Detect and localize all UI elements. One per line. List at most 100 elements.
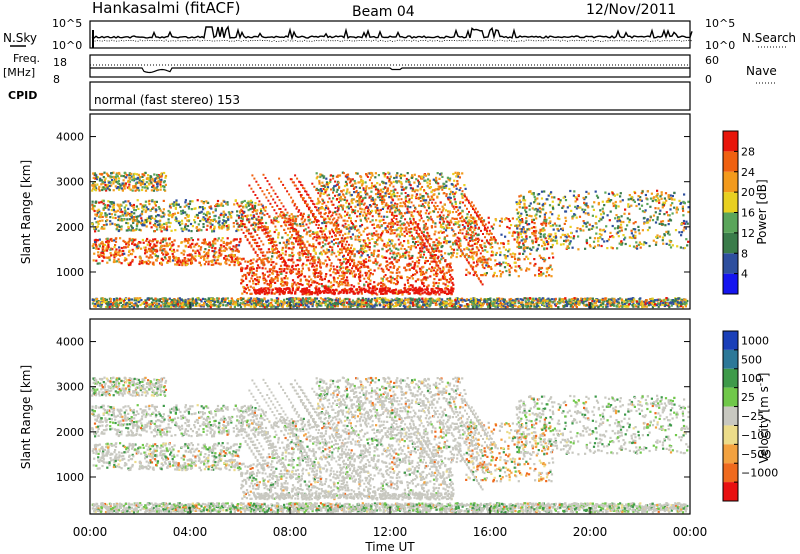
scatter-cell [144,210,147,214]
scatter-cell [95,175,98,179]
scatter-cell [298,223,302,226]
scatter-cell [390,242,393,245]
scatter-cell [255,269,258,272]
scatter-cell [377,215,381,218]
scatter-cell [403,235,406,238]
scatter-cell [341,283,344,286]
scatter-cell [247,273,251,276]
scatter-cell [346,259,349,262]
scatter-cell [680,231,684,234]
scatter-cell [654,198,657,202]
scatter-cell [449,273,452,276]
scatter-cell [209,243,212,246]
scatter-cell [135,247,138,250]
scatter-cell [442,207,445,210]
scatter-cell [540,238,543,241]
scatter-cell [382,268,385,271]
scatter-cell [598,236,601,240]
scatter-cell [147,262,150,266]
scatter-cell [160,244,163,247]
scatter-cell [468,219,471,222]
scatter-cell [319,270,322,273]
scatter-cell [400,192,403,195]
scatter-cell [678,199,681,202]
scatter-cell [114,244,117,247]
scatter-cell [129,239,132,242]
scatter-cell [150,249,153,252]
scatter-cell [365,274,368,277]
scatter-cell [411,277,414,280]
scatter-cell [444,277,447,281]
scatter-cell [188,259,191,262]
scatter-cell [594,222,597,225]
scatter-cell [508,231,511,234]
scatter-cell [629,236,632,239]
scatter-cell [315,233,319,236]
scatter-cell [298,272,301,275]
scatter-cell [390,278,393,281]
scatter-cell [313,256,316,259]
scatter-cell [156,175,160,178]
scatter-cell [214,208,217,211]
scatter-cell [455,187,458,190]
scatter-cell [292,219,295,222]
scatter-cell [118,249,121,252]
scatter-cell [116,209,119,212]
scatter-cell [602,228,605,231]
scatter-cell [128,186,131,189]
scatter-cell [516,212,519,215]
scatter-cell [344,180,348,183]
scatter-cell [123,206,126,209]
scatter-cell [650,192,653,195]
scatter-cell [251,210,254,214]
scatter-cell [585,204,588,207]
scatter-cell [624,228,627,231]
scatter-cell [400,275,403,278]
scatter-cell [135,228,138,231]
scatter-cell [210,207,213,210]
scatter-cell [156,228,159,231]
scatter-cell [169,248,172,251]
scatter-cell [182,262,185,265]
freq-frame [89,54,691,78]
scatter-cell [206,212,209,215]
scatter-cell [373,281,376,284]
scatter-cell [577,248,580,251]
scatter-cell [408,228,411,231]
scatter-cell [619,200,622,203]
scatter-cell [109,220,112,223]
nsearch-hi: 10^5 [705,17,735,30]
scatter-cell [536,202,539,205]
scatter-cell [110,209,113,212]
scatter-cell [225,259,228,262]
scatter-cell [131,229,135,232]
scatter-cell [601,207,604,210]
scatter-cell [240,223,243,226]
scatter-cell [211,219,214,222]
scatter-cell [142,260,145,264]
scatter-cell [602,210,605,213]
scatter-cell [551,206,555,209]
scatter-cell [306,279,309,282]
scatter-cell [139,257,142,260]
scatter-cell [155,200,158,203]
scatter-cell [160,175,163,178]
scatter-cell [343,271,346,274]
scatter-cell [250,267,253,270]
scatter-cell [139,221,143,225]
scatter-cell [395,252,398,255]
scatter-cell [280,267,283,271]
scatter-cell [525,267,529,270]
scatter-cell [569,236,572,239]
scatter-cell [152,186,155,189]
scatter-cell [109,252,112,255]
scatter-cell [352,265,355,268]
scatter-cell [168,211,171,214]
scatter-cell [359,219,362,222]
scatter-cell [114,240,118,243]
scatter-cell [294,220,297,223]
scatter-cell [481,274,484,277]
scatter-cell [454,222,457,226]
scatter-cell [278,267,281,271]
scatter-cell [112,182,115,185]
